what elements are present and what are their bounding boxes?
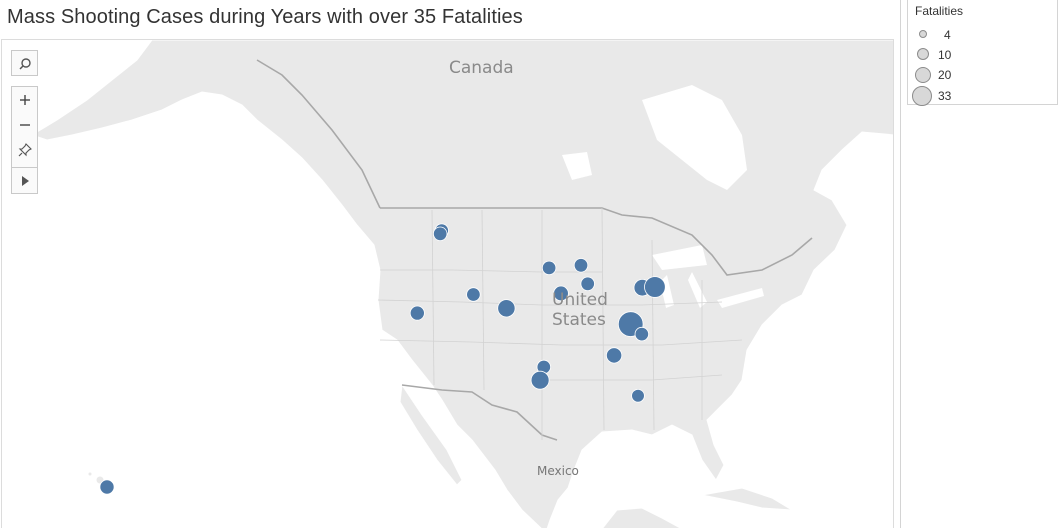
legend-label: 20 <box>938 68 952 82</box>
map-state-lines <box>377 207 743 440</box>
size-legend: Fatalities 4 10 20 33 <box>907 0 1058 106</box>
map-land <box>30 40 893 528</box>
map-canvas[interactable] <box>2 40 894 528</box>
chart-title: Mass Shooting Cases during Years with ov… <box>7 6 523 28</box>
plus-icon[interactable] <box>12 87 37 112</box>
play-icon[interactable] <box>12 168 37 193</box>
fatality-marker[interactable] <box>644 276 666 298</box>
legend-item: 10 <box>908 46 1058 66</box>
pin-icon[interactable] <box>12 137 37 162</box>
fatality-marker[interactable] <box>541 260 557 276</box>
legend-label: 4 <box>944 28 951 42</box>
legend-label: 10 <box>938 48 952 62</box>
map-view[interactable]: Canada United States Mexico <box>1 39 894 528</box>
legend-title: Fatalities <box>915 4 964 18</box>
zoom-controls <box>11 86 38 194</box>
legend-item: 33 <box>908 86 1058 106</box>
fatality-marker[interactable] <box>631 388 645 403</box>
fatality-marker[interactable] <box>466 287 481 302</box>
legend-swatch <box>912 86 932 106</box>
fatality-marker[interactable] <box>433 226 448 242</box>
toolbar-divider <box>12 167 37 168</box>
fatality-marker[interactable] <box>634 326 650 342</box>
fatality-markers <box>99 223 666 495</box>
map-water <box>562 85 764 308</box>
fatality-marker[interactable] <box>605 347 623 364</box>
label-us-line2: States <box>552 310 606 330</box>
legend-swatch <box>915 67 931 83</box>
panel-divider <box>900 0 901 528</box>
fatality-marker[interactable] <box>497 299 516 318</box>
fatality-marker[interactable] <box>573 258 589 273</box>
legend-item: 20 <box>908 66 1058 86</box>
fatality-marker[interactable] <box>409 305 425 321</box>
fatality-marker[interactable] <box>99 479 115 495</box>
legend-swatch <box>917 48 929 60</box>
label-us-line1: United <box>552 290 608 310</box>
minus-icon[interactable] <box>12 112 37 137</box>
label-canada: Canada <box>449 58 514 78</box>
search-icon[interactable] <box>12 51 37 76</box>
legend-swatch <box>919 30 927 38</box>
search-box <box>11 50 38 76</box>
fatality-marker[interactable] <box>553 285 569 302</box>
legend-label: 33 <box>938 89 952 103</box>
label-mexico: Mexico <box>537 464 579 478</box>
legend-item: 4 <box>908 26 1058 46</box>
fatality-marker[interactable] <box>530 370 550 390</box>
fatality-marker[interactable] <box>580 276 595 292</box>
